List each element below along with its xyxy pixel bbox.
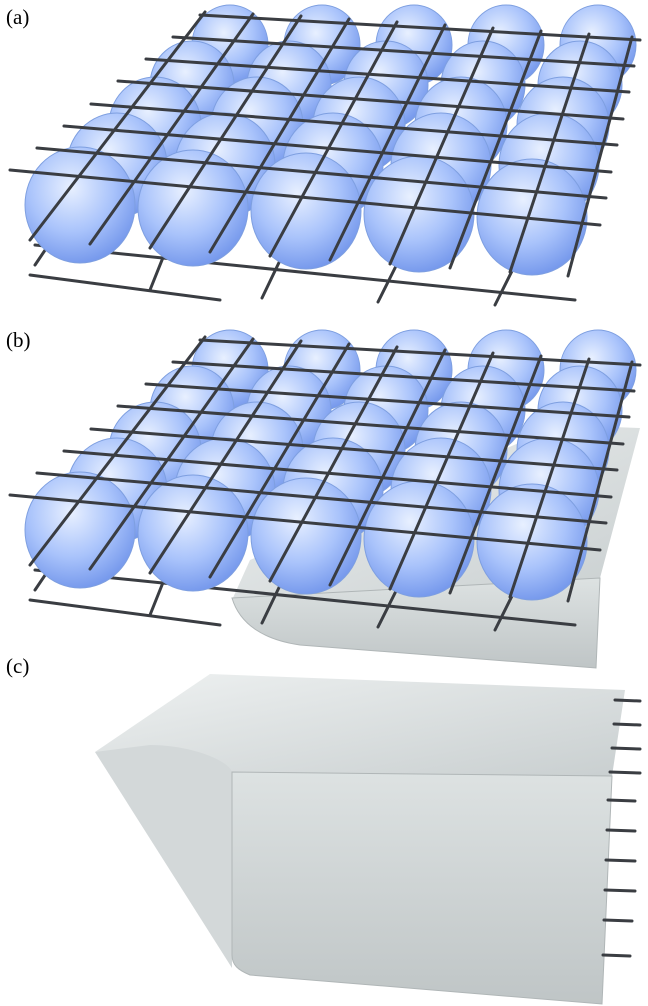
concrete-slab	[95, 674, 640, 1004]
figure: (a) (b) (c)	[0, 0, 648, 1006]
panel-label: (a)	[6, 5, 29, 29]
panel-label: (b)	[6, 328, 31, 352]
sphere-grid	[10, 330, 640, 630]
sphere-grid	[10, 5, 640, 305]
panel-label: (c)	[6, 654, 29, 678]
